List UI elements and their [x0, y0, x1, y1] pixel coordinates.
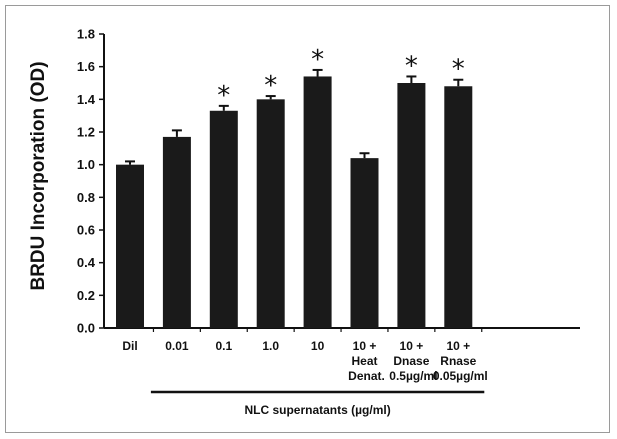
- category-label: 0.5µg/ml: [389, 369, 437, 383]
- bar: [162, 136, 191, 328]
- y-tick-label: 0.4: [77, 255, 96, 270]
- y-tick-label: 0.2: [77, 288, 95, 303]
- category-label: Dnase: [393, 354, 429, 368]
- bar: [397, 83, 426, 328]
- significance-star: *: [264, 71, 277, 101]
- bar: [116, 164, 144, 328]
- x-axis-label: NLC supernatants (µg/ml): [244, 403, 390, 417]
- y-tick-label: 1.6: [77, 59, 95, 74]
- significance-star: *: [405, 51, 418, 81]
- category-label: 0.01: [165, 339, 189, 353]
- category-label: 1.0: [262, 339, 279, 353]
- significance-star: *: [452, 55, 465, 85]
- y-tick-label: 0.8: [77, 190, 95, 205]
- y-tick-label: 0.6: [77, 223, 95, 238]
- category-label: Denat.: [348, 369, 385, 383]
- bar: [256, 99, 285, 328]
- category-label: 10 +: [446, 339, 470, 353]
- y-tick-label: 1.0: [77, 157, 95, 172]
- category-label: 10 +: [400, 339, 424, 353]
- y-tick-label: 1.2: [77, 125, 95, 140]
- bar: [444, 86, 473, 329]
- category-label: Rnase: [440, 354, 476, 368]
- category-label: 0.05µg/ml: [433, 369, 488, 383]
- y-tick-label: 1.8: [77, 27, 95, 42]
- category-label: Heat: [351, 354, 377, 368]
- category-label: 10: [311, 339, 325, 353]
- significance-star: *: [311, 45, 324, 75]
- bar: [209, 110, 238, 329]
- bar: [350, 158, 379, 328]
- y-tick-label: 1.4: [77, 92, 96, 107]
- significance-star: *: [217, 81, 230, 111]
- category-label: 0.1: [215, 339, 232, 353]
- bar: [303, 76, 332, 328]
- category-label: 10 +: [353, 339, 377, 353]
- y-tick-label: 0.0: [77, 321, 95, 336]
- category-label: Dil: [122, 339, 137, 353]
- y-axis-label: BRDU Incorporation (OD): [28, 61, 49, 290]
